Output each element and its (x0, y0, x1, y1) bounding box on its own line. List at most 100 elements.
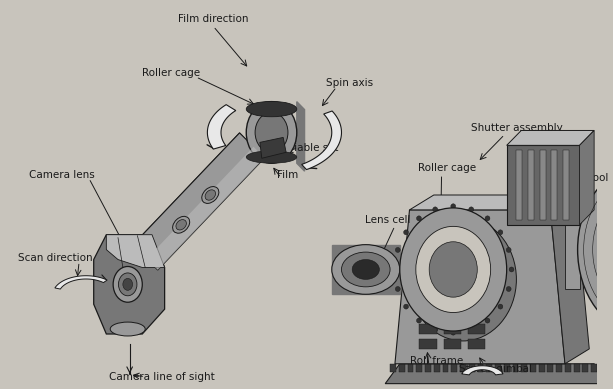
Bar (419, 324, 436, 334)
Bar (582, 364, 588, 372)
Text: Roll frame: Roll frame (410, 356, 463, 366)
Polygon shape (302, 111, 341, 170)
Ellipse shape (118, 273, 137, 296)
Ellipse shape (451, 330, 455, 335)
Text: Roller cage: Roller cage (142, 68, 200, 78)
Ellipse shape (589, 180, 613, 343)
Polygon shape (297, 102, 305, 171)
Polygon shape (94, 235, 165, 334)
Polygon shape (395, 210, 565, 364)
Ellipse shape (403, 304, 408, 309)
Ellipse shape (409, 218, 516, 341)
Bar (574, 364, 579, 372)
Bar (504, 364, 509, 372)
Ellipse shape (416, 226, 490, 312)
Ellipse shape (469, 207, 474, 212)
Bar (469, 364, 474, 372)
Text: Film direction: Film direction (178, 14, 248, 24)
Text: Camera line of sight: Camera line of sight (109, 372, 215, 382)
Ellipse shape (352, 259, 379, 279)
Bar (408, 364, 413, 372)
Ellipse shape (395, 247, 400, 252)
Bar (516, 150, 522, 220)
Bar (451, 364, 457, 372)
Polygon shape (132, 133, 247, 253)
Bar (591, 364, 597, 372)
Ellipse shape (602, 201, 613, 298)
Ellipse shape (202, 187, 219, 203)
Text: Shutter assembly: Shutter assembly (471, 123, 562, 133)
Ellipse shape (403, 230, 408, 235)
Text: Roller cage: Roller cage (418, 163, 476, 173)
Polygon shape (147, 147, 265, 270)
Bar (468, 324, 485, 334)
Ellipse shape (433, 327, 438, 332)
Polygon shape (385, 364, 609, 384)
Ellipse shape (246, 151, 297, 163)
Polygon shape (507, 130, 594, 145)
Bar (551, 150, 557, 220)
Polygon shape (565, 200, 579, 289)
Ellipse shape (395, 287, 400, 291)
Ellipse shape (246, 102, 297, 117)
Ellipse shape (341, 252, 390, 287)
Polygon shape (260, 137, 286, 158)
Bar (399, 364, 405, 372)
Text: Stereo gimbal: Stereo gimbal (459, 364, 531, 374)
Bar (486, 364, 492, 372)
Ellipse shape (577, 168, 613, 331)
Polygon shape (332, 245, 400, 294)
Bar (565, 364, 571, 372)
Polygon shape (579, 130, 594, 225)
Bar (495, 364, 501, 372)
Polygon shape (55, 276, 107, 289)
Text: Film: Film (278, 170, 299, 180)
Bar (443, 364, 448, 372)
Bar (528, 150, 534, 220)
Ellipse shape (485, 216, 490, 221)
Ellipse shape (205, 190, 216, 200)
Bar (444, 309, 461, 319)
Polygon shape (132, 133, 265, 270)
Bar (530, 364, 536, 372)
Bar (444, 339, 461, 349)
Polygon shape (409, 195, 575, 210)
Ellipse shape (255, 112, 288, 152)
Polygon shape (207, 105, 236, 149)
Ellipse shape (113, 266, 142, 302)
Ellipse shape (254, 130, 305, 151)
Bar (478, 364, 484, 372)
Bar (390, 364, 396, 372)
Ellipse shape (506, 247, 511, 252)
Ellipse shape (429, 242, 478, 297)
Bar (468, 339, 485, 349)
Ellipse shape (451, 204, 455, 209)
Bar (521, 364, 527, 372)
Ellipse shape (246, 102, 297, 163)
Ellipse shape (498, 304, 503, 309)
Text: Film spool: Film spool (556, 173, 609, 183)
Text: Camera lens: Camera lens (29, 170, 94, 180)
Bar (468, 309, 485, 319)
Bar (547, 364, 554, 372)
Bar (600, 364, 606, 372)
Ellipse shape (176, 220, 186, 230)
Ellipse shape (485, 318, 490, 323)
FancyBboxPatch shape (507, 145, 579, 225)
Ellipse shape (332, 245, 400, 294)
Text: Spin axis: Spin axis (326, 78, 373, 88)
Ellipse shape (469, 327, 474, 332)
Polygon shape (550, 195, 589, 364)
Ellipse shape (433, 207, 438, 212)
Ellipse shape (123, 279, 132, 290)
Ellipse shape (392, 267, 397, 272)
Bar (565, 200, 579, 289)
Ellipse shape (400, 208, 507, 331)
Bar (556, 364, 562, 372)
Bar (563, 150, 569, 220)
Text: Lens cell: Lens cell (365, 215, 411, 225)
Ellipse shape (417, 216, 421, 221)
Bar (512, 364, 519, 372)
Bar (539, 150, 546, 220)
Ellipse shape (506, 287, 511, 291)
